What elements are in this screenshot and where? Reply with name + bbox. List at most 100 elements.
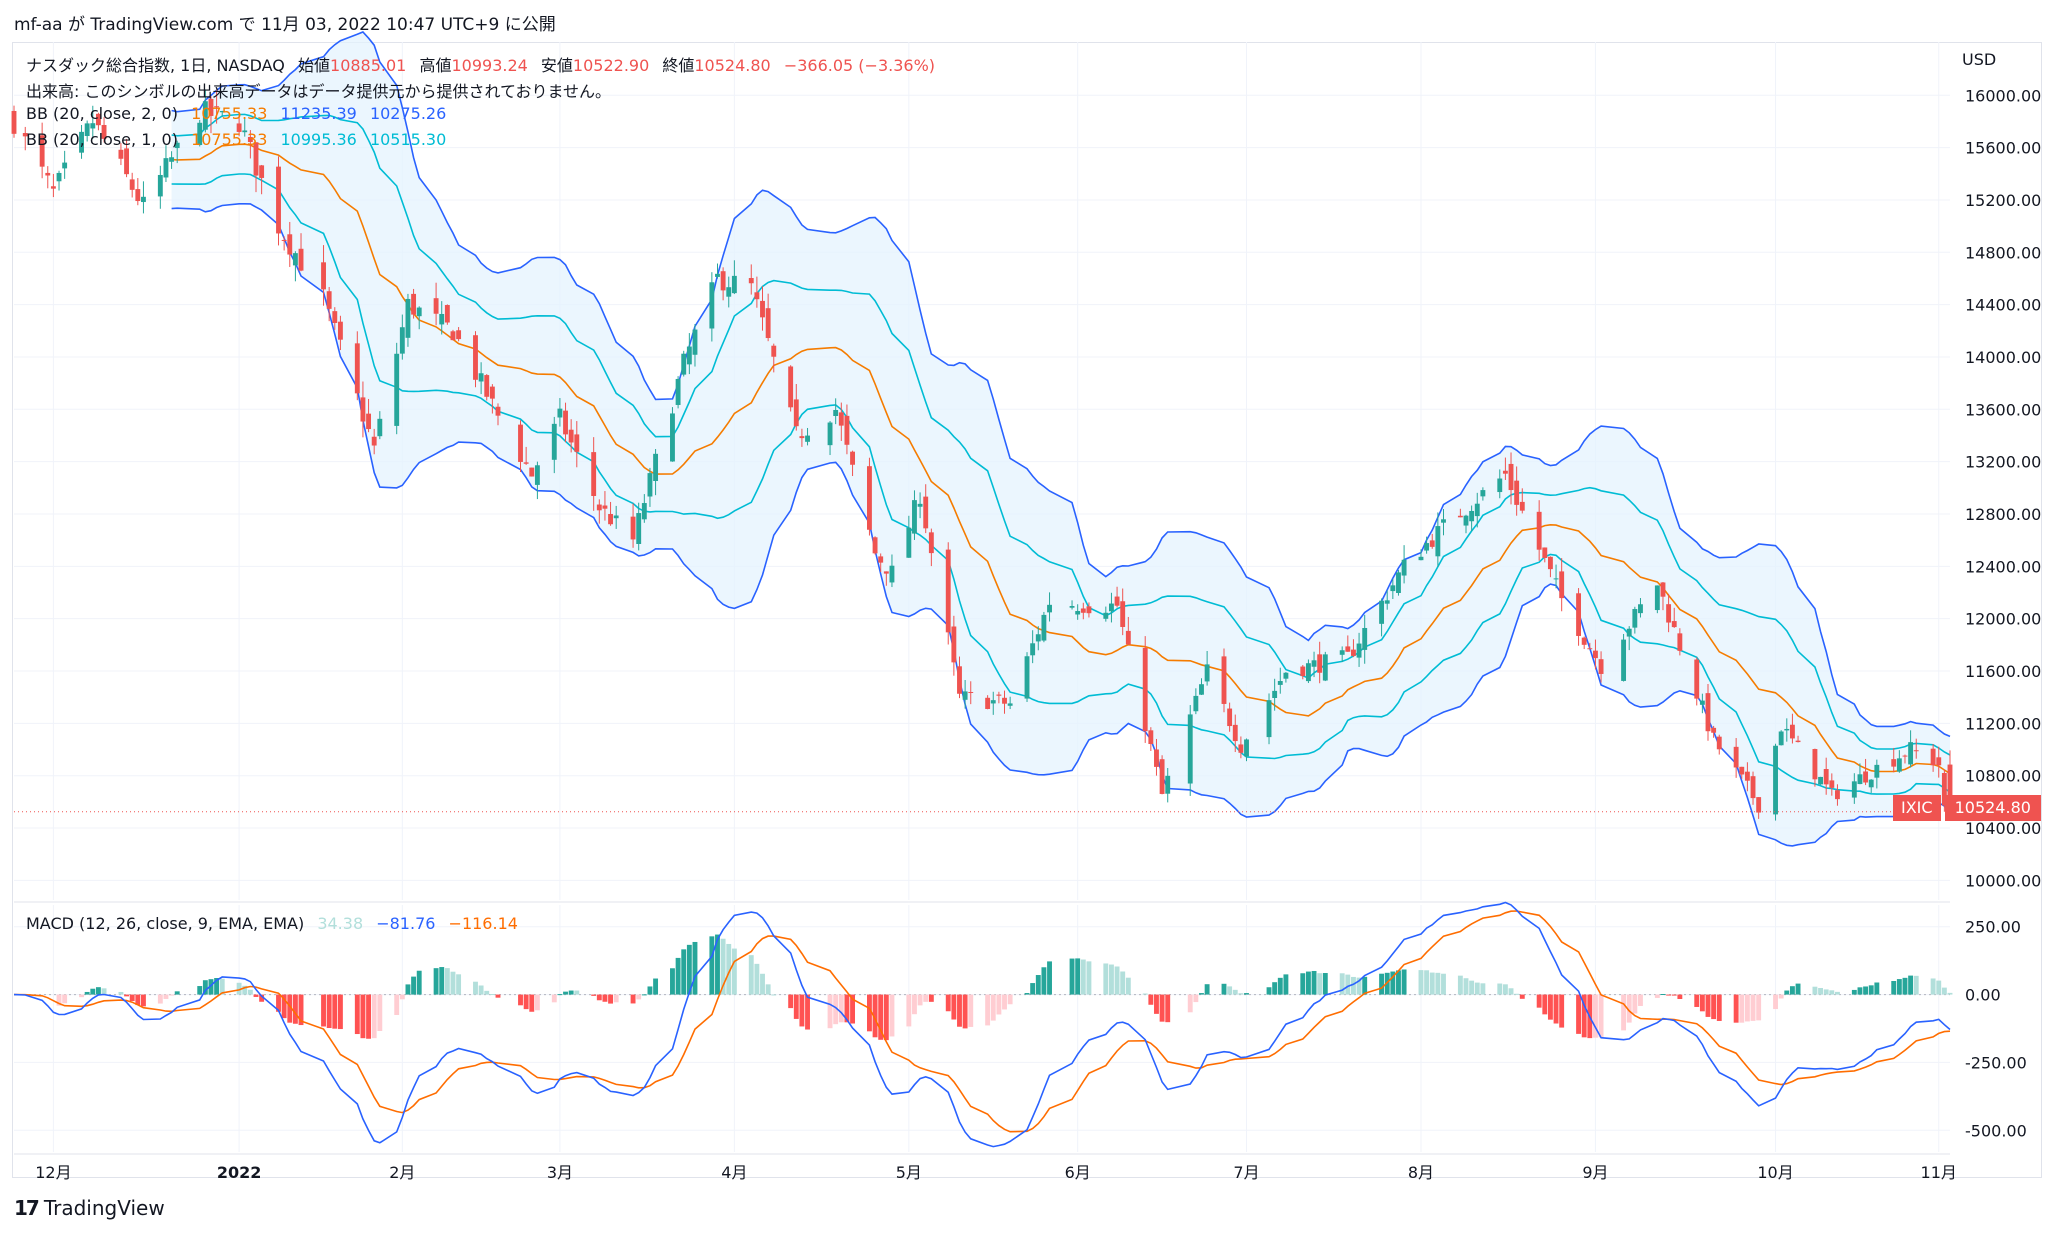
candle bbox=[551, 416, 557, 474]
macd-legend[interactable]: MACD (12, 26, close, 9, EMA, EMA) 34.38 … bbox=[26, 914, 526, 933]
macd-hist-bar bbox=[681, 949, 687, 995]
candle bbox=[1002, 690, 1007, 714]
candle-body bbox=[50, 186, 56, 189]
symbol-label[interactable]: ナスダック総合指数, 1日, NASDAQ bbox=[26, 56, 285, 75]
candle-body bbox=[484, 375, 490, 397]
macd-hist-bar bbox=[1716, 994, 1722, 1021]
candle-body bbox=[197, 122, 203, 146]
macd-hist-bar bbox=[1457, 975, 1463, 995]
macd-hist-bar bbox=[1204, 984, 1210, 995]
candle-body bbox=[1109, 603, 1114, 612]
bb2-legend[interactable]: BB (20, close, 1, 0) 10755.33 10995.36 1… bbox=[26, 130, 454, 149]
macd-hist-bar bbox=[850, 994, 855, 1024]
macd-hist-bar bbox=[1632, 994, 1638, 1014]
macd-hist-bar bbox=[1069, 958, 1075, 995]
macd-hist-bar bbox=[765, 984, 771, 995]
candle bbox=[394, 342, 400, 435]
candle bbox=[923, 484, 929, 534]
macd-tick-label: -500.00 bbox=[1965, 1121, 2027, 1140]
candle-body bbox=[1148, 730, 1154, 745]
macd-hist-bar bbox=[1266, 987, 1272, 995]
last-price-tag[interactable]: IXIC 10524.80 bbox=[1893, 795, 2041, 821]
candle-body bbox=[276, 166, 281, 234]
candle-body bbox=[1041, 614, 1047, 641]
candle bbox=[1896, 750, 1902, 773]
candle-body bbox=[889, 565, 895, 583]
candle bbox=[1716, 734, 1722, 755]
bb1-legend[interactable]: BB (20, close, 2, 0) 10755.33 11235.39 1… bbox=[26, 104, 454, 123]
candle bbox=[793, 384, 799, 431]
bb1-upper: 11235.39 bbox=[280, 104, 357, 123]
macd-hist-bar bbox=[157, 994, 163, 1004]
candle-body bbox=[1024, 656, 1030, 699]
candle-body bbox=[287, 234, 293, 255]
macd-hist-bar bbox=[101, 988, 107, 995]
candle bbox=[129, 172, 135, 198]
candle-body bbox=[208, 98, 214, 116]
candle bbox=[1773, 743, 1778, 821]
macd-hist-bar bbox=[985, 994, 991, 1026]
candle-body bbox=[951, 626, 957, 663]
bb2-upper: 10995.36 bbox=[280, 130, 357, 149]
macd-hist-bar bbox=[912, 994, 917, 1015]
candle bbox=[518, 420, 523, 473]
candle bbox=[951, 615, 957, 676]
candle bbox=[1502, 457, 1508, 480]
candle-body bbox=[641, 503, 647, 520]
candle-body bbox=[1514, 480, 1520, 505]
candle-body bbox=[602, 505, 608, 509]
candle-body bbox=[788, 366, 794, 408]
candle bbox=[1514, 466, 1520, 516]
macd-hist-bar bbox=[174, 991, 180, 995]
candle-body bbox=[1913, 750, 1919, 752]
macd-hist-bar bbox=[1947, 992, 1953, 995]
candle-body bbox=[957, 666, 962, 694]
candle-body bbox=[1598, 659, 1604, 674]
macd-hist-bar bbox=[1874, 982, 1880, 995]
candle bbox=[872, 536, 878, 555]
candle bbox=[731, 260, 737, 295]
macd-hist-bar bbox=[416, 970, 422, 995]
candle-body bbox=[917, 503, 923, 507]
candle-body bbox=[1621, 639, 1627, 681]
candle-body bbox=[872, 537, 878, 554]
candlesticks bbox=[11, 89, 1953, 821]
macd-hist-bar bbox=[1474, 982, 1480, 995]
candle-body bbox=[1429, 540, 1435, 547]
candle bbox=[850, 450, 855, 477]
candle-body bbox=[1480, 490, 1486, 497]
candle bbox=[1232, 714, 1238, 753]
macd-hist-bar bbox=[1238, 993, 1244, 995]
candle-body bbox=[281, 239, 287, 241]
macd-hist-bar bbox=[1778, 994, 1784, 999]
candle-body bbox=[1317, 654, 1323, 673]
candle bbox=[760, 286, 765, 331]
chart-frame bbox=[12, 42, 2042, 1178]
macd-label: MACD (12, 26, close, 9, EMA, EMA) bbox=[26, 914, 305, 933]
candle-body bbox=[1671, 621, 1677, 628]
candle bbox=[1148, 727, 1154, 751]
macd-hist-bar bbox=[709, 936, 715, 995]
macd-hist-bar bbox=[1519, 994, 1525, 999]
candle bbox=[332, 307, 338, 330]
candle bbox=[321, 245, 326, 306]
price-tick-label: 15200.00 bbox=[1965, 191, 2041, 210]
candle bbox=[1030, 630, 1036, 664]
candle bbox=[236, 111, 242, 137]
candle bbox=[259, 164, 265, 195]
tradingview-brand[interactable]: 17 TradingView bbox=[14, 1196, 165, 1220]
candle bbox=[1159, 755, 1165, 795]
candle bbox=[1266, 693, 1272, 745]
macd-hist-bar bbox=[495, 994, 501, 998]
macd-hist-bar bbox=[1936, 980, 1942, 995]
time-tick-label: 10月 bbox=[1757, 1163, 1793, 1182]
candle bbox=[1322, 651, 1328, 682]
candle bbox=[1778, 730, 1784, 746]
publish-line: mf-aa が TradingView.com で 11月 03, 2022 1… bbox=[14, 15, 556, 35]
macd-hist-bar bbox=[118, 991, 124, 995]
candle-body bbox=[912, 500, 917, 534]
macd-hist-bar bbox=[748, 955, 754, 995]
candle bbox=[371, 428, 377, 455]
candle bbox=[1463, 514, 1469, 534]
